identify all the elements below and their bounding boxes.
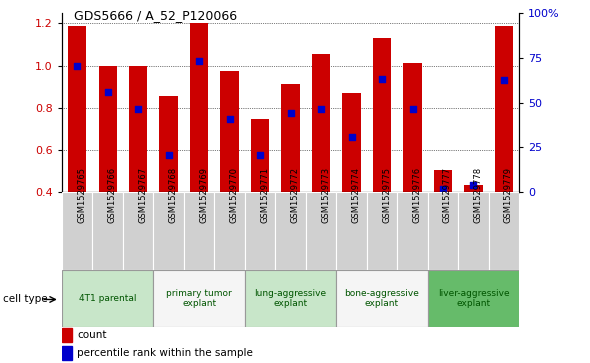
Point [286,110,296,116]
Bar [62,346,71,360]
Text: GSM1529779: GSM1529779 [504,167,513,223]
Bar [336,192,367,270]
Text: count: count [77,330,107,340]
Bar [312,54,330,192]
Point [438,186,448,192]
Text: GSM1529765: GSM1529765 [77,167,86,223]
Text: percentile rank within the sample: percentile rank within the sample [77,348,253,358]
Text: GSM1529774: GSM1529774 [352,167,360,223]
Bar [68,26,86,192]
Text: primary tumor
explant: primary tumor explant [166,289,232,308]
Text: GSM1529778: GSM1529778 [474,167,483,223]
Bar [281,83,300,192]
Bar [159,96,178,192]
Bar [367,192,397,270]
Point [316,106,326,112]
Text: GSM1529770: GSM1529770 [230,167,238,223]
Text: cell type: cell type [3,294,48,305]
Text: GSM1529772: GSM1529772 [291,167,300,223]
Text: GDS5666 / A_52_P120066: GDS5666 / A_52_P120066 [74,9,237,22]
Bar [99,66,117,192]
Point [499,77,509,83]
Bar [251,119,269,192]
Bar [373,38,391,192]
Bar [404,64,422,192]
Bar [184,192,214,270]
Bar [62,270,153,327]
Bar [221,71,239,192]
Text: GSM1529777: GSM1529777 [443,167,452,223]
Point [347,135,356,140]
Bar [428,192,458,270]
Bar [342,93,360,192]
Text: 4T1 parental: 4T1 parental [79,294,136,303]
Text: GSM1529766: GSM1529766 [107,167,117,223]
Bar [397,192,428,270]
Bar [153,270,245,327]
Point [408,106,417,112]
Bar [93,192,123,270]
Text: GSM1529769: GSM1529769 [199,167,208,223]
Point [73,63,82,69]
Bar [214,192,245,270]
Bar [62,327,71,342]
Text: lung-aggressive
explant: lung-aggressive explant [254,289,327,308]
Bar [306,192,336,270]
Bar [129,66,148,192]
Point [255,152,265,158]
Text: GSM1529768: GSM1529768 [169,167,178,223]
Bar [123,192,153,270]
Point [194,58,204,64]
Point [103,89,112,95]
Point [378,76,387,82]
Bar [428,270,519,327]
Text: GSM1529776: GSM1529776 [412,167,421,223]
Text: GSM1529773: GSM1529773 [321,167,330,223]
Bar [153,192,184,270]
Bar [245,192,276,270]
Point [225,117,234,122]
Bar [62,192,93,270]
Bar [336,270,428,327]
Text: GSM1529775: GSM1529775 [382,167,391,223]
Point [133,106,143,112]
Bar [489,192,519,270]
Bar [434,170,452,192]
Bar [190,23,208,192]
Text: GSM1529771: GSM1529771 [260,167,269,223]
Bar [458,192,489,270]
Bar [245,270,336,327]
Text: GSM1529767: GSM1529767 [138,167,147,223]
Point [469,182,478,188]
Bar [276,192,306,270]
Text: bone-aggressive
explant: bone-aggressive explant [345,289,419,308]
Bar [495,26,513,192]
Point [164,152,173,158]
Bar [464,185,483,192]
Text: liver-aggressive
explant: liver-aggressive explant [438,289,509,308]
